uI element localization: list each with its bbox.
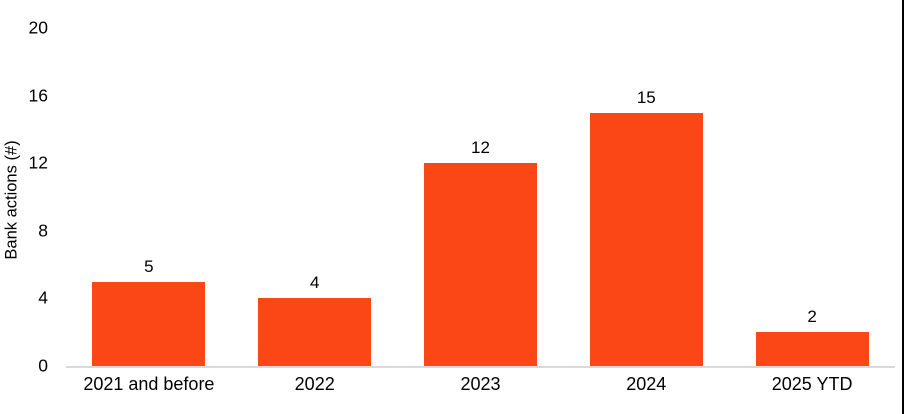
bar-2023 bbox=[423, 163, 537, 366]
bar-data-label: 5 bbox=[144, 256, 154, 276]
y-tick-label: 0 bbox=[38, 355, 48, 376]
y-axis-ticks: 0 4 8 12 16 20 bbox=[0, 19, 48, 374]
x-axis-category-label: 2021 and before bbox=[83, 374, 215, 394]
y-tick-label: 4 bbox=[38, 287, 48, 308]
y-tick-label: 20 bbox=[28, 17, 48, 38]
window-right-edge bbox=[902, 0, 904, 414]
bar-slot: 12 bbox=[398, 28, 564, 366]
x-axis-category-label: 2023 bbox=[460, 374, 501, 394]
bar-data-label: 4 bbox=[309, 273, 320, 293]
bar-2021-and-before bbox=[92, 281, 206, 366]
bar-slot: 5 bbox=[66, 28, 232, 366]
x-axis-labels: 2021 and before 2022 2023 2024 2025 YTD bbox=[66, 374, 895, 395]
x-axis-category-label: 2024 bbox=[626, 374, 667, 394]
bar-data-label: 2 bbox=[807, 307, 817, 327]
bar-data-label: 15 bbox=[636, 87, 656, 107]
bar-2022 bbox=[258, 298, 372, 366]
bar-2024 bbox=[589, 112, 703, 366]
bar-slot: 4 bbox=[232, 28, 398, 366]
y-tick-label: 16 bbox=[28, 84, 48, 105]
y-tick-label: 8 bbox=[38, 220, 48, 241]
y-tick-label: 12 bbox=[28, 152, 48, 173]
x-axis-category-label: 2025 YTD bbox=[771, 374, 853, 394]
bar-data-label: 12 bbox=[471, 138, 490, 158]
plot-area: 5 4 12 15 2 bbox=[66, 28, 895, 368]
bar-slot: 15 bbox=[563, 28, 729, 366]
x-axis-category-label: 2022 bbox=[294, 374, 335, 394]
bar-slot: 2 bbox=[729, 28, 895, 366]
bar-2025-ytd bbox=[755, 332, 869, 366]
